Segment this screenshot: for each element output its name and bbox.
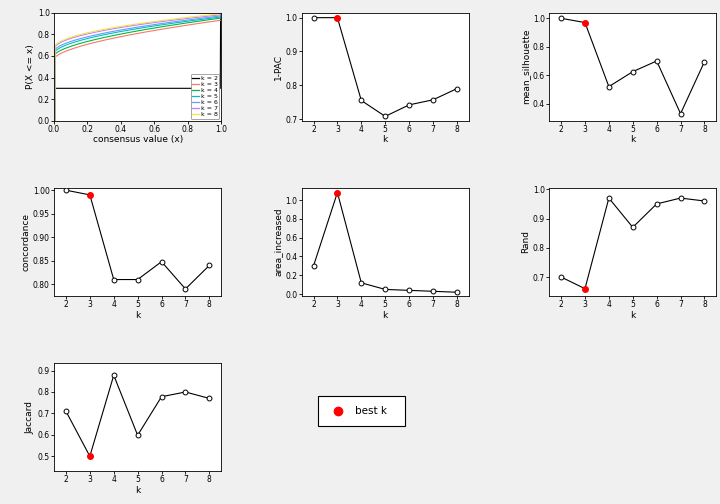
Y-axis label: 1-PAC: 1-PAC — [274, 54, 282, 80]
Y-axis label: concordance: concordance — [21, 213, 30, 271]
X-axis label: k: k — [382, 136, 388, 144]
X-axis label: consensus value (x): consensus value (x) — [92, 136, 183, 144]
X-axis label: k: k — [630, 310, 635, 320]
X-axis label: k: k — [135, 486, 140, 495]
Text: best k: best k — [355, 406, 387, 416]
Y-axis label: area_increased: area_increased — [274, 208, 282, 276]
Y-axis label: Rand: Rand — [521, 230, 530, 254]
X-axis label: k: k — [382, 310, 388, 320]
Y-axis label: Jaccard: Jaccard — [26, 401, 35, 433]
Legend: k = 2, k = 3, k = 4, k = 5, k = 6, k = 7, k = 8: k = 2, k = 3, k = 4, k = 5, k = 6, k = 7… — [191, 74, 220, 119]
Y-axis label: P(X <= x): P(X <= x) — [26, 44, 35, 89]
X-axis label: k: k — [630, 136, 635, 144]
Y-axis label: mean_silhouette: mean_silhouette — [521, 29, 530, 104]
X-axis label: k: k — [135, 310, 140, 320]
